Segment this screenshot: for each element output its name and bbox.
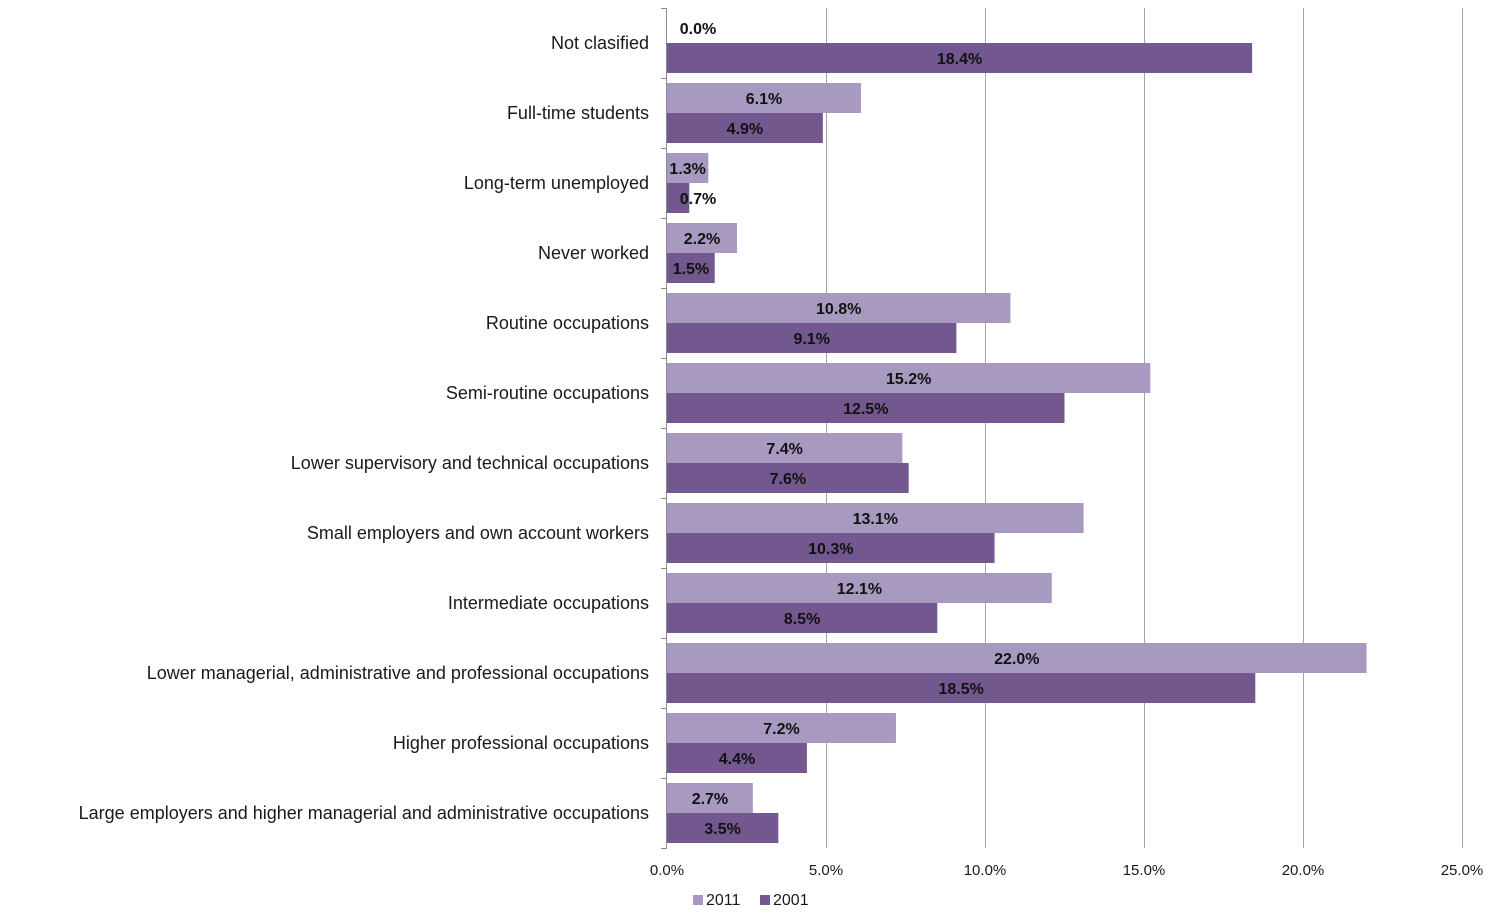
data-label-2001: 7.6%: [770, 471, 806, 488]
data-label-2001: 18.4%: [937, 51, 982, 68]
data-label-2001: 4.4%: [719, 751, 755, 768]
bar-2001: [667, 603, 938, 633]
x-tick-label: 20.0%: [1282, 862, 1325, 879]
category-label: Never worked: [538, 243, 649, 263]
axis-layer: 0.0% 5.0% 10.0% 15.0% 20.0% 25.0%: [650, 8, 1483, 879]
data-label-2011: 1.3%: [669, 161, 705, 178]
category-label: Not clasified: [551, 33, 649, 53]
category-label: Semi-routine occupations: [446, 383, 649, 403]
bar-2011: [667, 713, 896, 743]
x-tick-label: 15.0%: [1123, 862, 1166, 879]
data-label-2001: 3.5%: [704, 821, 740, 838]
data-label-2011: 2.2%: [684, 231, 720, 248]
data-label-2011: 7.4%: [766, 441, 802, 458]
bar-2001: [667, 463, 909, 493]
legend-swatch-2001: [760, 895, 770, 905]
data-label-2001: 8.5%: [784, 611, 820, 628]
bar-2001: [667, 813, 779, 843]
data-label-2001: 18.5%: [938, 681, 983, 698]
data-label-2001: 12.5%: [843, 401, 888, 418]
bar-2001: [667, 673, 1256, 703]
category-label: Routine occupations: [486, 313, 649, 333]
data-label-2001: 4.9%: [727, 121, 763, 138]
data-label-2011: 7.2%: [763, 721, 799, 738]
data-label-2011: 6.1%: [746, 91, 782, 108]
data-label-2001: 9.1%: [793, 331, 829, 348]
labels-layer: 0.0% 18.4% Not clasified 6.1% 4.9% Full-time …: [79, 21, 1040, 838]
category-label: Small employers and own account workers: [307, 523, 649, 543]
bar-2001: [667, 113, 823, 143]
bar-2011: [667, 363, 1151, 393]
category-label: Full-time students: [507, 103, 649, 123]
legend-label-2011: 2011: [706, 892, 741, 909]
bar-2011: [667, 783, 753, 813]
x-tick-label: 5.0%: [809, 862, 843, 879]
bar-2011: [667, 153, 709, 183]
bar-2011: [667, 573, 1052, 603]
category-label: Large employers and higher managerial an…: [79, 803, 649, 823]
data-label-2011: 2.7%: [692, 791, 728, 808]
category-label: Higher professional occupations: [393, 733, 649, 753]
legend-label-2001: 2001: [773, 892, 809, 909]
bar-2001: [667, 323, 957, 353]
bar-2011: [667, 503, 1084, 533]
legend-swatch-2011: [693, 895, 703, 905]
bar-2001: [667, 43, 1253, 73]
bar-2011: [667, 433, 903, 463]
data-label-2011: 13.1%: [853, 511, 898, 528]
bar-2001: [667, 393, 1065, 423]
category-label: Long-term unemployed: [464, 173, 649, 193]
data-label-2011: 15.2%: [886, 371, 931, 388]
bar-2011: [667, 293, 1011, 323]
data-label-2001: 1.5%: [673, 261, 709, 278]
bars-layer: [667, 43, 1367, 843]
data-label-2011: 10.8%: [816, 301, 861, 318]
data-label-2011: 0.0%: [680, 21, 716, 38]
legend: 2011 2001: [693, 892, 809, 909]
data-label-2011: 22.0%: [994, 651, 1039, 668]
bar-2001: [667, 533, 995, 563]
grid-layer: [826, 8, 1463, 848]
bar-2001: [667, 183, 690, 213]
x-tick-label: 25.0%: [1441, 862, 1484, 879]
category-label: Lower managerial, administrative and pro…: [147, 663, 649, 683]
category-label: Lower supervisory and technical occupati…: [291, 453, 649, 473]
category-label: Intermediate occupations: [448, 593, 649, 613]
x-tick-label: 10.0%: [964, 862, 1007, 879]
bar-2011: [667, 223, 737, 253]
bar-2011: [667, 643, 1367, 673]
bar-2011: [667, 83, 861, 113]
data-label-2011: 12.1%: [837, 581, 882, 598]
bar-2001: [667, 743, 807, 773]
x-tick-label: 0.0%: [650, 862, 684, 879]
data-label-2001: 0.7%: [680, 191, 716, 208]
bar-2001: [667, 253, 715, 283]
data-label-2001: 10.3%: [808, 541, 853, 558]
